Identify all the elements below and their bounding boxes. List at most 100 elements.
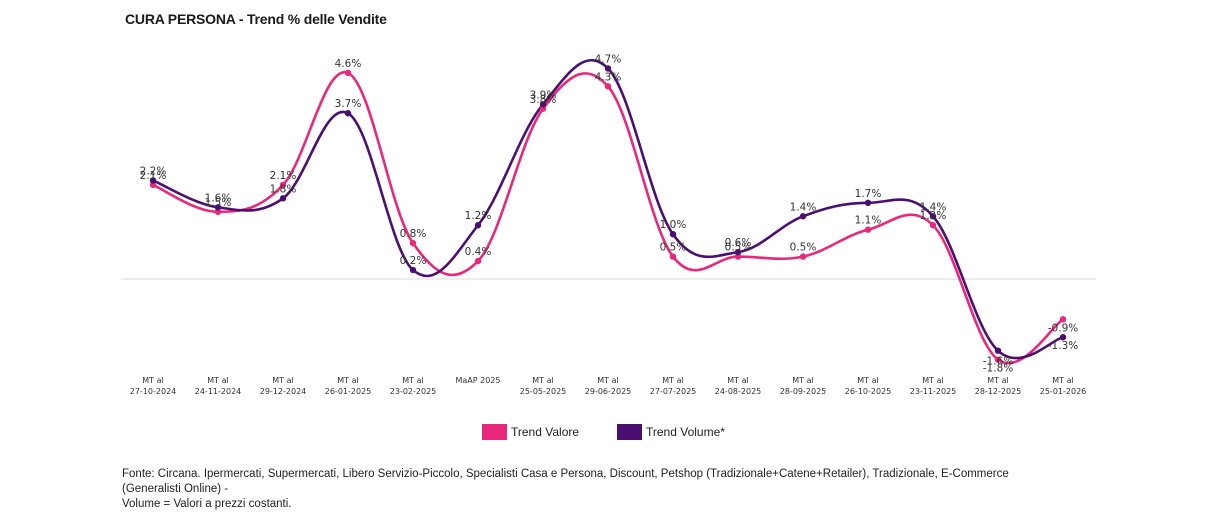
data-label-volume: 0.6%: [725, 237, 752, 249]
x-tick-date: 29-06-2025: [585, 387, 632, 396]
footnote-line-1: Fonte: Circana. Ipermercati, Supermercat…: [122, 468, 1009, 495]
data-label-valore: -0.9%: [1048, 322, 1078, 334]
x-tick-date: 26-01-2025: [325, 387, 372, 396]
data-label-volume: 0.2%: [400, 255, 427, 267]
data-label-valore: 2.1%: [140, 170, 167, 182]
data-label-volume: 1.4%: [920, 201, 947, 213]
data-point-valore[interactable]: [929, 222, 937, 229]
data-label-valore: 0.8%: [400, 228, 427, 240]
data-label-volume: -1.3%: [1048, 340, 1078, 352]
x-tick-label: MT al: [662, 376, 683, 385]
x-tick-date: 28-12-2025: [975, 387, 1022, 396]
legend-swatch-volume: [617, 424, 642, 440]
x-tick-date: 25-05-2025: [520, 387, 567, 396]
data-label-valore: -1.8%: [983, 363, 1013, 375]
x-tick-label: MT al: [1052, 376, 1073, 385]
data-label-valore: 4.3%: [595, 71, 622, 83]
data-label-valore: 0.5%: [790, 242, 817, 254]
data-point-volume[interactable]: [409, 266, 417, 274]
data-point-valore[interactable]: [214, 208, 222, 215]
data-label-volume: -1.6%: [983, 356, 1013, 368]
x-tick-date: 23-02-2025: [390, 387, 437, 396]
data-point-volume[interactable]: [279, 195, 287, 202]
data-point-valore[interactable]: [864, 226, 872, 233]
chart-title: CURA PERSONA - Trend % delle Vendite: [125, 11, 387, 27]
data-label-valore: 1.5%: [205, 197, 232, 209]
source-footnote: Fonte: Circana. Ipermercati, Supermercat…: [122, 467, 1042, 512]
x-tick-date: 27-10-2024: [130, 387, 177, 396]
data-point-valore[interactable]: [539, 105, 547, 112]
x-tick-label: MT al: [402, 376, 423, 385]
data-label-volume: 1.7%: [855, 188, 882, 200]
data-point-valore[interactable]: [149, 181, 157, 189]
x-tick-date: 28-09-2025: [780, 387, 827, 396]
series-lines: [152, 58, 1064, 365]
x-tick-date: 24-08-2025: [715, 387, 762, 396]
x-tick-label: MT al: [727, 376, 748, 385]
data-point-volume[interactable]: [929, 213, 937, 220]
data-point-valore[interactable]: [474, 257, 482, 265]
data-label-valore: 0.4%: [465, 246, 492, 258]
data-point-valore[interactable]: [1059, 316, 1067, 323]
data-point-volume[interactable]: [474, 222, 482, 229]
data-point-valore[interactable]: [734, 253, 742, 260]
data-point-volume[interactable]: [864, 199, 872, 207]
x-tick-date: 23-11-2025: [910, 387, 957, 396]
data-label-volume: 4.7%: [595, 53, 622, 65]
x-tick-label: MT al: [857, 376, 878, 385]
data-point-volume[interactable]: [149, 177, 157, 184]
data-point-volume[interactable]: [799, 213, 807, 220]
data-point-volume[interactable]: [1059, 334, 1067, 341]
data-point-valore[interactable]: [344, 69, 352, 77]
data-label-volume: 3.7%: [335, 98, 362, 110]
data-label-volume: 1.8%: [270, 183, 297, 195]
data-point-volume[interactable]: [539, 101, 547, 108]
x-tick-date: 26-10-2025: [845, 387, 892, 396]
data-label-valore: 1.1%: [855, 215, 882, 227]
legend-label-valore: Trend Valore: [511, 425, 580, 439]
series-points: [149, 65, 1067, 363]
data-point-volume[interactable]: [604, 65, 612, 72]
data-label-valore: 0.5%: [660, 242, 687, 254]
data-point-volume[interactable]: [344, 110, 352, 117]
x-tick-label: MT al: [532, 376, 553, 385]
data-label-valore: 1.2%: [920, 210, 947, 222]
x-tick-label: MT al: [207, 376, 228, 385]
line-chart: 2.1% 1.5% 2.1% 4.6% 0.8% 0.4% 3.8% 4.3% 0.5% 0.5%…: [121, 53, 1096, 396]
x-axis-ticks: MT al 27-10-2024 MT al 24-11-2024 MT al 29-12…: [130, 376, 1087, 396]
data-label-valore: 4.6%: [335, 58, 362, 70]
data-point-valore[interactable]: [669, 253, 677, 260]
data-label-volume: 2.2%: [140, 165, 167, 177]
x-tick-date: 25-01-2026: [1040, 387, 1087, 396]
data-label-volume: 1.2%: [465, 210, 492, 222]
x-tick-date: 29-12-2024: [260, 387, 307, 396]
data-labels: 2.1% 1.5% 2.1% 4.6% 0.8% 0.4% 3.8% 4.3% 0.5% 0.5%…: [140, 53, 1079, 374]
x-tick-label: MT al: [272, 376, 293, 385]
data-point-volume[interactable]: [734, 248, 742, 256]
data-label-valore: 0.5%: [725, 242, 752, 254]
x-tick-label: MaAP 2025: [455, 376, 500, 385]
data-point-valore[interactable]: [994, 356, 1002, 363]
x-tick-label: MT al: [142, 376, 163, 385]
legend-item-volume[interactable]: Trend Volume*: [617, 424, 725, 440]
data-label-valore: 3.8%: [530, 94, 557, 106]
series-line-valore: [152, 71, 1064, 365]
data-label-volume: 1.0%: [660, 219, 687, 231]
data-point-volume[interactable]: [994, 347, 1002, 354]
data-point-valore[interactable]: [604, 83, 612, 90]
data-label-volume: 1.6%: [205, 192, 232, 204]
x-tick-label: MT al: [922, 376, 943, 385]
data-point-volume[interactable]: [669, 231, 677, 238]
data-point-valore[interactable]: [409, 239, 417, 247]
legend-item-valore[interactable]: Trend Valore: [482, 424, 579, 440]
legend-label-volume: Trend Volume*: [646, 425, 725, 439]
data-point-volume[interactable]: [214, 204, 222, 211]
x-tick-date: 24-11-2024: [195, 387, 242, 396]
data-label-volume: 1.4%: [790, 201, 817, 213]
data-point-valore[interactable]: [279, 181, 287, 189]
footnote-line-2: Volume = Valori a prezzi costanti.: [122, 498, 292, 510]
data-point-valore[interactable]: [799, 253, 807, 260]
x-tick-label: MT al: [987, 376, 1008, 385]
x-tick-label: MT al: [597, 376, 618, 385]
data-label-volume: 3.9%: [530, 89, 557, 101]
